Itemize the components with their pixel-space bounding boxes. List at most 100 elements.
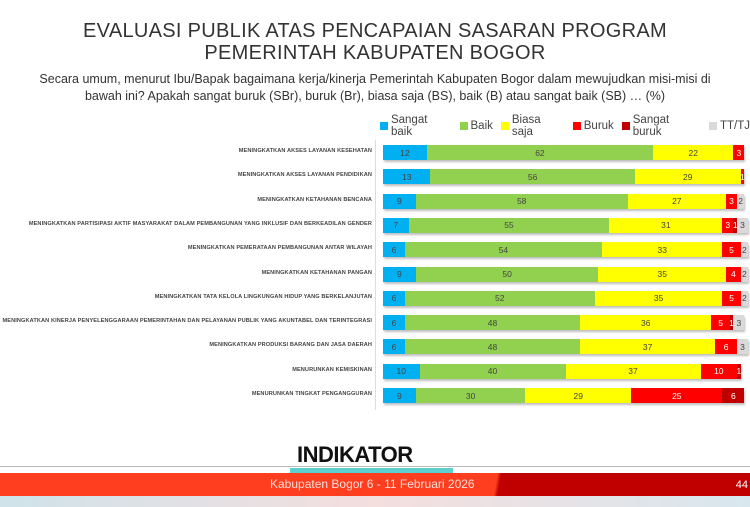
bar-segment-sangat-buruk: 1 (733, 217, 738, 233)
data-label: 5 (729, 244, 734, 255)
bar-row: MENINGKATKAN TATA KELOLA LINGKUNGAN HIDU… (0, 290, 750, 306)
data-label: 30 (465, 390, 476, 401)
data-label: 35 (657, 269, 667, 279)
data-label: 2 (741, 269, 747, 279)
legend-label: Baik (470, 120, 493, 132)
data-label: 48 (487, 341, 498, 352)
data-label: 50 (502, 269, 512, 279)
bar-segment-biasa-saja: 37 (580, 339, 716, 355)
bar-segment-sangat-baik: 6 (383, 242, 405, 258)
data-label: 3 (729, 196, 734, 207)
bar-segment-sangat-baik: 9 (383, 193, 416, 209)
bar-row: MENINGKATKAN PEMERATAAN PEMBANGUNAN ANTA… (0, 242, 750, 258)
bar-segment-buruk: 3 (726, 193, 738, 209)
bar-segment-buruk: 4 (726, 266, 741, 282)
bar-segment-biasa-saja: 36 (580, 315, 712, 331)
divider (0, 466, 750, 467)
stacked-bar: 6 48 37 6 3 (383, 339, 748, 355)
data-label: 33 (657, 244, 667, 255)
data-label: 29 (683, 171, 693, 182)
bar-row: MENINGKATKAN KETAHANAN PANGAN 9 50 35 4 2 (0, 266, 750, 282)
bar-segment-sangat-baik: 12 (383, 145, 427, 160)
data-label: 2 (741, 244, 747, 255)
bar-segment-buruk: 1 (740, 169, 745, 185)
category-label: MENINGKATKAN PRODUKSI BARANG DAN JASA DA… (209, 342, 372, 349)
category-label: MENINGKATKAN PEMERATAAN PEMBANGUNAN ANTA… (187, 245, 372, 252)
bar-segment-sangat-buruk: 1 (737, 363, 741, 379)
footer-band: Kabupaten Bogor 6 - 11 Februari 2026 44 (0, 473, 750, 496)
data-label: 3 (725, 220, 731, 231)
legend-item: Baik (459, 114, 493, 138)
bar-segment-buruk: 10 (700, 363, 738, 379)
data-label: 27 (672, 196, 682, 207)
legend-swatch (572, 122, 581, 130)
data-label: 29 (573, 390, 583, 401)
bar-segment-baik: 30 (415, 388, 526, 403)
data-label: 35 (653, 293, 664, 304)
bar-segment-buruk: 25 (631, 388, 723, 403)
chart-title: EVALUASI PUBLIK ATAS PENCAPAIAN SASARAN … (0, 20, 750, 64)
category-label: MENINGKATKAN AKSES LAYANAN PENDIDIKAN (237, 172, 372, 179)
data-label: 9 (397, 390, 402, 401)
data-label: 3 (740, 220, 745, 231)
data-label: 31 (661, 220, 671, 231)
bar-row: MENURUNKAN KEMISKINAN 10 40 37 10 1 (0, 363, 750, 379)
data-label: 22 (688, 147, 698, 158)
data-label: 1 (740, 171, 745, 182)
category-label: MENINGKATKAN AKSES LAYANAN KESEHATAN (238, 148, 372, 154)
bar-segment-baik: 54 (404, 242, 602, 258)
data-label: 6 (391, 244, 397, 255)
legend: Sangat baik Baik Biasa saja Buruk Sangat bur… (380, 114, 750, 138)
data-label: 9 (397, 196, 402, 207)
legend-item: Sangat baik (380, 114, 452, 138)
data-label: 6 (391, 341, 397, 352)
data-label: 6 (391, 317, 397, 328)
logo-underline (290, 468, 453, 477)
stacked-bar: 10 40 37 10 1 (383, 363, 741, 379)
indikator-logo: INDIKATOR (297, 442, 413, 467)
stacked-bar: 6 54 33 5 2 (383, 242, 748, 258)
bar-segment-sangat-baik: 6 (383, 290, 405, 306)
data-label: 37 (628, 366, 638, 377)
data-label: 7 (393, 220, 399, 231)
bar-segment-buruk: 3 (722, 217, 734, 233)
data-label: 1 (729, 317, 734, 328)
bar-segment-tt-tj: 3 (733, 315, 745, 331)
bar-row: MENINGKATKAN AKSES LAYANAN PENDIDIKAN 13 5… (0, 169, 750, 185)
data-label: 3 (736, 317, 742, 328)
bar-segment-biasa-saja: 27 (627, 193, 727, 209)
bar-segment-buruk: 5 (722, 290, 741, 306)
category-label: MENINGKATKAN PARTISIPASI AKTIF MASYARAKA… (28, 220, 372, 227)
data-label: 12 (400, 147, 410, 158)
bar-row: MENINGKATKAN PRODUKSI BARANG DAN JASA DA… (0, 339, 750, 355)
bar-segment-buruk: 5 (722, 242, 741, 258)
bar-segment-biasa-saja: 29 (634, 169, 741, 185)
data-label: 6 (391, 293, 397, 304)
data-label: 37 (642, 341, 653, 352)
legend-swatch (621, 122, 630, 130)
data-label: 58 (516, 196, 527, 207)
category-label: MENINGKATKAN KETAHANAN BENCANA (257, 196, 372, 203)
stacked-bar: 7 55 31 3 1 3 (383, 217, 748, 233)
footer-text: Kabupaten Bogor 6 - 11 Februari 2026 (270, 477, 475, 491)
data-label: 1 (733, 220, 738, 231)
bar-segment-biasa-saja: 37 (565, 363, 701, 379)
bar-segment-baik: 52 (404, 290, 595, 306)
bar-segment-baik: 58 (415, 193, 628, 209)
legend-item: Buruk (572, 114, 614, 138)
legend-swatch (500, 122, 509, 130)
bar-row: MENINGKATKAN PARTISIPASI AKTIF MASYARAKA… (0, 217, 750, 233)
bar-segment-baik: 48 (404, 315, 581, 331)
bar-segment-buruk: 6 (715, 339, 738, 355)
data-label: 2 (741, 293, 747, 304)
bar-row: MENURUNKAN TINGKAT PENGANGGURAN 9 30 29 25 6 (0, 388, 750, 403)
data-label: 13 (401, 171, 412, 182)
bar-segment-buruk: 3 (733, 145, 745, 160)
bar-segment-sangat-baik: 9 (383, 388, 416, 403)
data-label: 6 (731, 390, 736, 401)
data-label: 9 (397, 269, 402, 279)
category-label: MENURUNKAN TINGKAT PENGANGGURAN (251, 391, 372, 397)
data-label: 56 (527, 171, 538, 182)
bar-segment-buruk: 5 (711, 315, 730, 331)
bar-segment-tt-tj: 2 (737, 193, 745, 209)
